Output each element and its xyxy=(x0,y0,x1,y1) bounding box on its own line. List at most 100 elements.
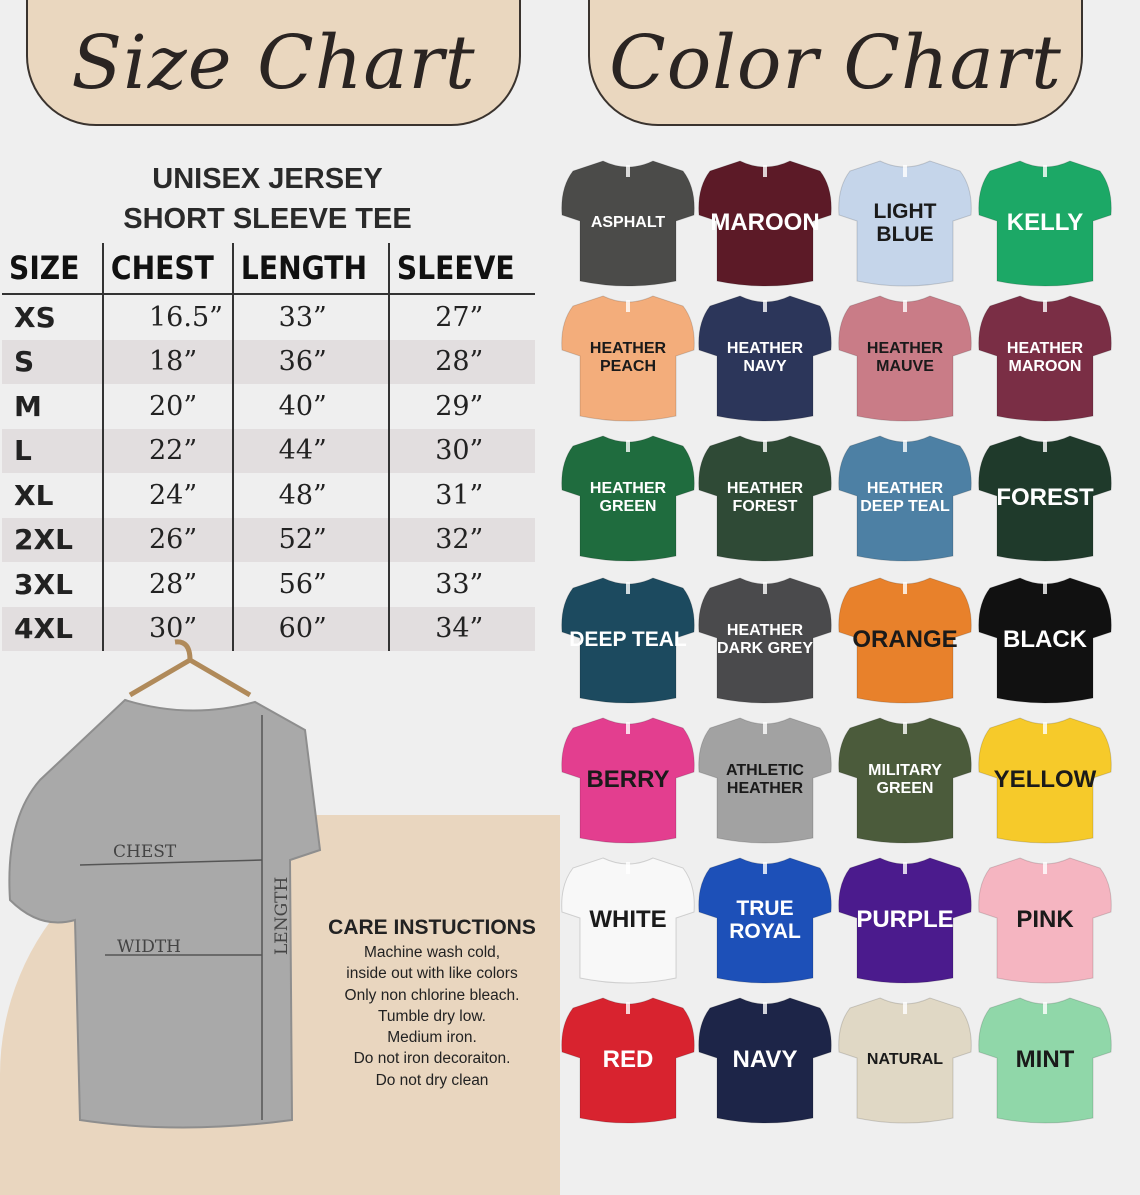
care-line: Do not iron decoraiton. xyxy=(353,1050,511,1068)
care-line: Only non chlorine bleach. xyxy=(344,986,520,1004)
color-swatch: HEATHER PEACH xyxy=(558,288,698,428)
color-name: MAROON xyxy=(710,208,820,236)
color-swatch: NATURAL xyxy=(835,990,975,1130)
length-cell: 60” xyxy=(231,606,390,651)
color-swatch: KELLY xyxy=(975,153,1115,293)
color-swatch: BERRY xyxy=(558,710,698,850)
color-name: PURPLE xyxy=(856,905,954,933)
color-name: HEATHER GREEN xyxy=(589,480,667,515)
color-swatch: HEATHER GREEN xyxy=(558,428,698,568)
color-swatch: ORANGE xyxy=(835,570,975,710)
size-cell: 4XL xyxy=(2,606,103,651)
tshirt-icon xyxy=(698,577,832,704)
size-row: 4XL 30” 60” 34” xyxy=(2,606,535,651)
color-name: HEATHER DARK GREY xyxy=(716,622,813,657)
color-name: HEATHER FOREST xyxy=(726,480,804,515)
color-swatch: MAROON xyxy=(695,153,835,293)
color-swatch: NAVY xyxy=(695,990,835,1130)
color-swatch: RED xyxy=(558,990,698,1130)
tshirt-icon xyxy=(838,577,972,704)
chest-cell: 28” xyxy=(102,562,233,607)
width-label: WIDTH xyxy=(117,937,181,957)
tshirt-icon xyxy=(561,577,695,704)
color-swatch: TRUE ROYAL xyxy=(695,850,835,990)
tshirt-icon xyxy=(698,435,832,562)
color-chart-banner: Color Chart xyxy=(588,0,1083,126)
color-name: ASPHALT xyxy=(590,214,666,232)
size-row: XL 24” 48” 31” xyxy=(2,473,535,518)
chest-cell: 24” xyxy=(102,473,233,518)
chest-cell: 18” xyxy=(102,339,233,384)
hanger-icon xyxy=(128,639,252,698)
color-swatch: ASPHALT xyxy=(558,153,698,293)
care-instructions: CARE INSTUCTIONS Machine wash cold, insi… xyxy=(312,916,552,1091)
length-cell: 40” xyxy=(231,384,390,429)
header-chest: CHEST xyxy=(102,243,218,295)
color-swatch: HEATHER DARK GREY xyxy=(695,570,835,710)
length-cell: 33” xyxy=(231,294,390,340)
color-swatch: HEATHER NAVY xyxy=(695,288,835,428)
tshirt-icon xyxy=(838,295,972,422)
size-cell: L xyxy=(2,428,103,473)
tshirt-icon xyxy=(561,857,695,984)
color-name: BERRY xyxy=(586,765,670,793)
size-table: SIZE CHEST LENGTH SLEEVE XS 16.5” 33” 27” S 1… xyxy=(2,243,535,651)
color-name: MILITARY GREEN xyxy=(868,762,942,797)
color-name: ATHLETIC HEATHER xyxy=(726,762,804,797)
chest-cell: 20” xyxy=(102,384,233,429)
length-cell: 44” xyxy=(231,428,390,473)
tee-shape xyxy=(8,698,322,1129)
tshirt-icon xyxy=(978,997,1112,1124)
length-cell: 36” xyxy=(231,339,390,384)
tshirt-icon xyxy=(978,435,1112,562)
chest-cell: 26” xyxy=(102,517,233,562)
length-label: LENGTH xyxy=(272,877,292,955)
length-cell: 48” xyxy=(231,473,390,518)
color-name: WHITE xyxy=(589,905,667,933)
size-cell: S xyxy=(2,339,103,384)
color-name: MINT xyxy=(1015,1045,1075,1073)
color-name: HEATHER DEEP TEAL xyxy=(860,480,950,515)
tshirt-icon xyxy=(838,997,972,1124)
color-swatch: HEATHER FOREST xyxy=(695,428,835,568)
tshirt-icon xyxy=(838,160,972,287)
tshirt-icon xyxy=(561,717,695,844)
size-cell: 2XL xyxy=(2,517,103,562)
size-chart-heading: Size Chart xyxy=(71,20,476,106)
color-swatch: PINK xyxy=(975,850,1115,990)
chest-cell: 16.5” xyxy=(102,294,233,340)
color-name: HEATHER MAUVE xyxy=(866,340,944,375)
length-cell: 52” xyxy=(231,517,390,562)
sleeve-cell: 29” xyxy=(388,384,535,429)
color-swatch: MINT xyxy=(975,990,1115,1130)
header-sleeve: SLEEVE xyxy=(388,243,518,295)
size-cell: XS xyxy=(14,300,56,334)
color-name: FOREST xyxy=(996,483,1094,511)
product-title-line2: SHORT SLEEVE TEE xyxy=(123,203,412,235)
color-name: HEATHER NAVY xyxy=(726,340,804,375)
color-swatch: FOREST xyxy=(975,428,1115,568)
care-line: Do not dry clean xyxy=(375,1071,489,1089)
sleeve-cell: 28” xyxy=(388,339,535,384)
color-name: HEATHER PEACH xyxy=(589,340,667,375)
color-swatch: YELLOW xyxy=(975,710,1115,850)
size-cell: XL xyxy=(14,478,54,512)
color-swatch: DEEP TEAL xyxy=(558,570,698,710)
color-swatch: WHITE xyxy=(558,850,698,990)
color-chart-heading: Color Chart xyxy=(609,20,1062,106)
color-name: YELLOW xyxy=(993,765,1097,793)
tshirt-icon xyxy=(561,295,695,422)
header-size: SIZE xyxy=(2,243,91,295)
color-name: LIGHT BLUE xyxy=(873,199,937,246)
sleeve-cell: 27” xyxy=(388,294,535,340)
care-line: Machine wash cold, xyxy=(363,944,501,961)
tshirt-icon xyxy=(561,435,695,562)
color-swatch: HEATHER MAUVE xyxy=(835,288,975,428)
product-title-line1: UNISEX JERSEY xyxy=(152,163,383,195)
chest-cell: 22” xyxy=(102,428,233,473)
size-row: S 18” 36” 28” xyxy=(2,339,535,384)
sleeve-cell: 30” xyxy=(388,428,535,473)
color-swatch: LIGHT BLUE xyxy=(835,153,975,293)
sleeve-cell: 33” xyxy=(388,562,535,607)
size-row: M 20” 40” 29” xyxy=(2,384,535,429)
